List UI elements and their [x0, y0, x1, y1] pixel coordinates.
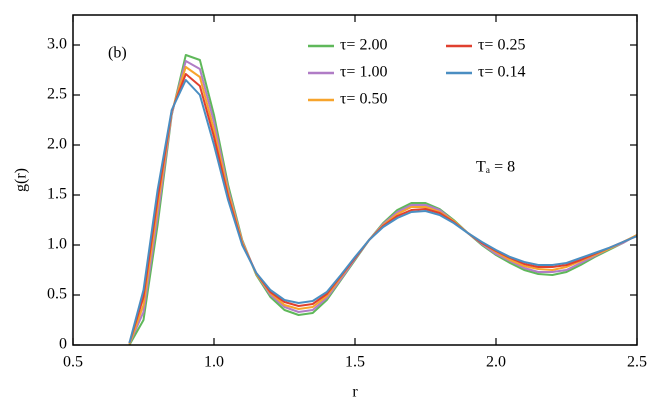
- x-tick-label: 1.0: [204, 354, 224, 371]
- y-tick-label: 0: [59, 336, 67, 353]
- y-tick-label: 1.5: [47, 186, 67, 203]
- series-line: [128, 79, 638, 344]
- x-axis-label: r: [352, 384, 358, 401]
- y-tick-label: 2.0: [47, 136, 67, 153]
- legend-label: τ= 1.00: [340, 64, 387, 81]
- y-axis-label: g(r): [13, 168, 30, 192]
- legend-label: τ= 2.00: [340, 37, 387, 54]
- panel-label: (b): [108, 45, 127, 62]
- legend-label: τ= 0.14: [478, 64, 525, 81]
- y-tick-label: 0.5: [47, 286, 67, 303]
- x-tick-label: 2.5: [627, 354, 647, 371]
- x-tick-label: 1.5: [345, 354, 365, 371]
- annotation: Tₐ = 8: [476, 159, 515, 176]
- legend-label: τ= 0.50: [340, 91, 387, 108]
- x-tick-label: 0.5: [63, 354, 83, 371]
- y-tick-label: 1.0: [47, 236, 67, 253]
- y-tick-label: 2.5: [47, 86, 67, 103]
- x-tick-label: 2.0: [486, 354, 506, 371]
- y-tick-label: 3.0: [47, 36, 67, 53]
- legend-label: τ= 0.25: [478, 37, 525, 54]
